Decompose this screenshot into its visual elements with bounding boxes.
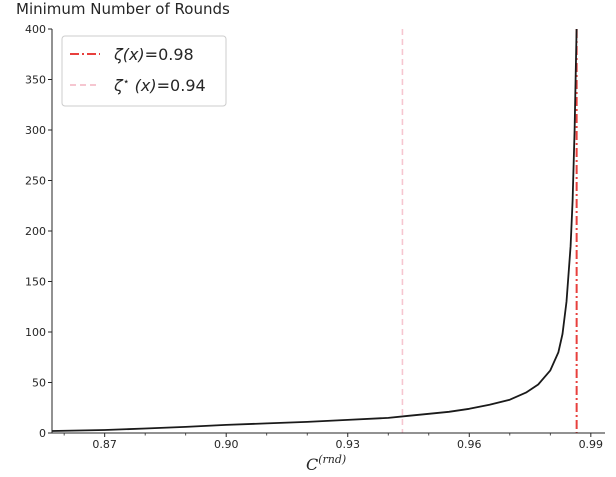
axes: 0.87 0.90 0.93 0.96 0.99 0 50 100 150 200 250 300 35… xyxy=(25,23,605,451)
chart-title: Minimum Number of Rounds xyxy=(16,0,230,18)
legend-label-2: ζ⋆ (x)=0.94 xyxy=(113,75,206,95)
y-tick-label: 0 xyxy=(39,427,46,440)
x-axis-label: C(rnd) xyxy=(306,453,346,474)
plot-area xyxy=(51,28,578,433)
x-tick-label: 0.99 xyxy=(579,438,604,451)
y-tick-label: 350 xyxy=(25,74,46,87)
x-tick-label: 0.87 xyxy=(92,438,117,451)
y-tick-label: 150 xyxy=(25,276,46,289)
x-tick-label: 0.90 xyxy=(214,438,239,451)
legend: ζ(x)=0.98 ζ⋆ (x)=0.94 xyxy=(61,35,227,107)
y-tick-label: 400 xyxy=(25,23,46,36)
series-line-1 xyxy=(51,28,578,432)
y-tick-label: 300 xyxy=(25,124,46,137)
y-tick-label: 50 xyxy=(32,377,46,390)
y-tick-label: 200 xyxy=(25,225,46,238)
x-tick-label: 0.93 xyxy=(335,438,360,451)
x-tick-label: 0.96 xyxy=(457,438,482,451)
y-tick-label: 100 xyxy=(25,326,46,339)
legend-box xyxy=(61,35,227,107)
y-tick-label: 250 xyxy=(25,175,46,188)
legend-label-1: ζ(x)=0.98 xyxy=(113,45,194,64)
